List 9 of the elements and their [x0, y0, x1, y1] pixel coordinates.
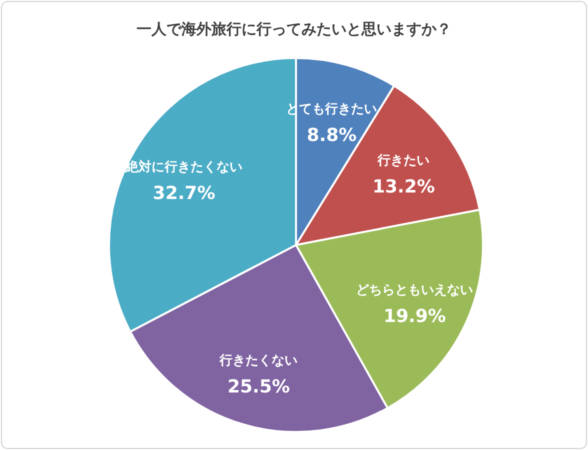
chart-title: 一人で海外旅行に行ってみたいと思いますか？	[136, 20, 452, 38]
data-label: 13.2%	[372, 176, 435, 198]
data-label: 8.8%	[306, 125, 357, 146]
slice-label: どちらともいえない	[356, 283, 474, 298]
data-label: 32.7%	[152, 183, 216, 204]
data-label: 19.9%	[384, 306, 446, 328]
slice-label: 行きたくない	[218, 353, 298, 368]
data-label: 25.5%	[228, 376, 290, 398]
slice-label: 行きたい	[376, 154, 430, 169]
